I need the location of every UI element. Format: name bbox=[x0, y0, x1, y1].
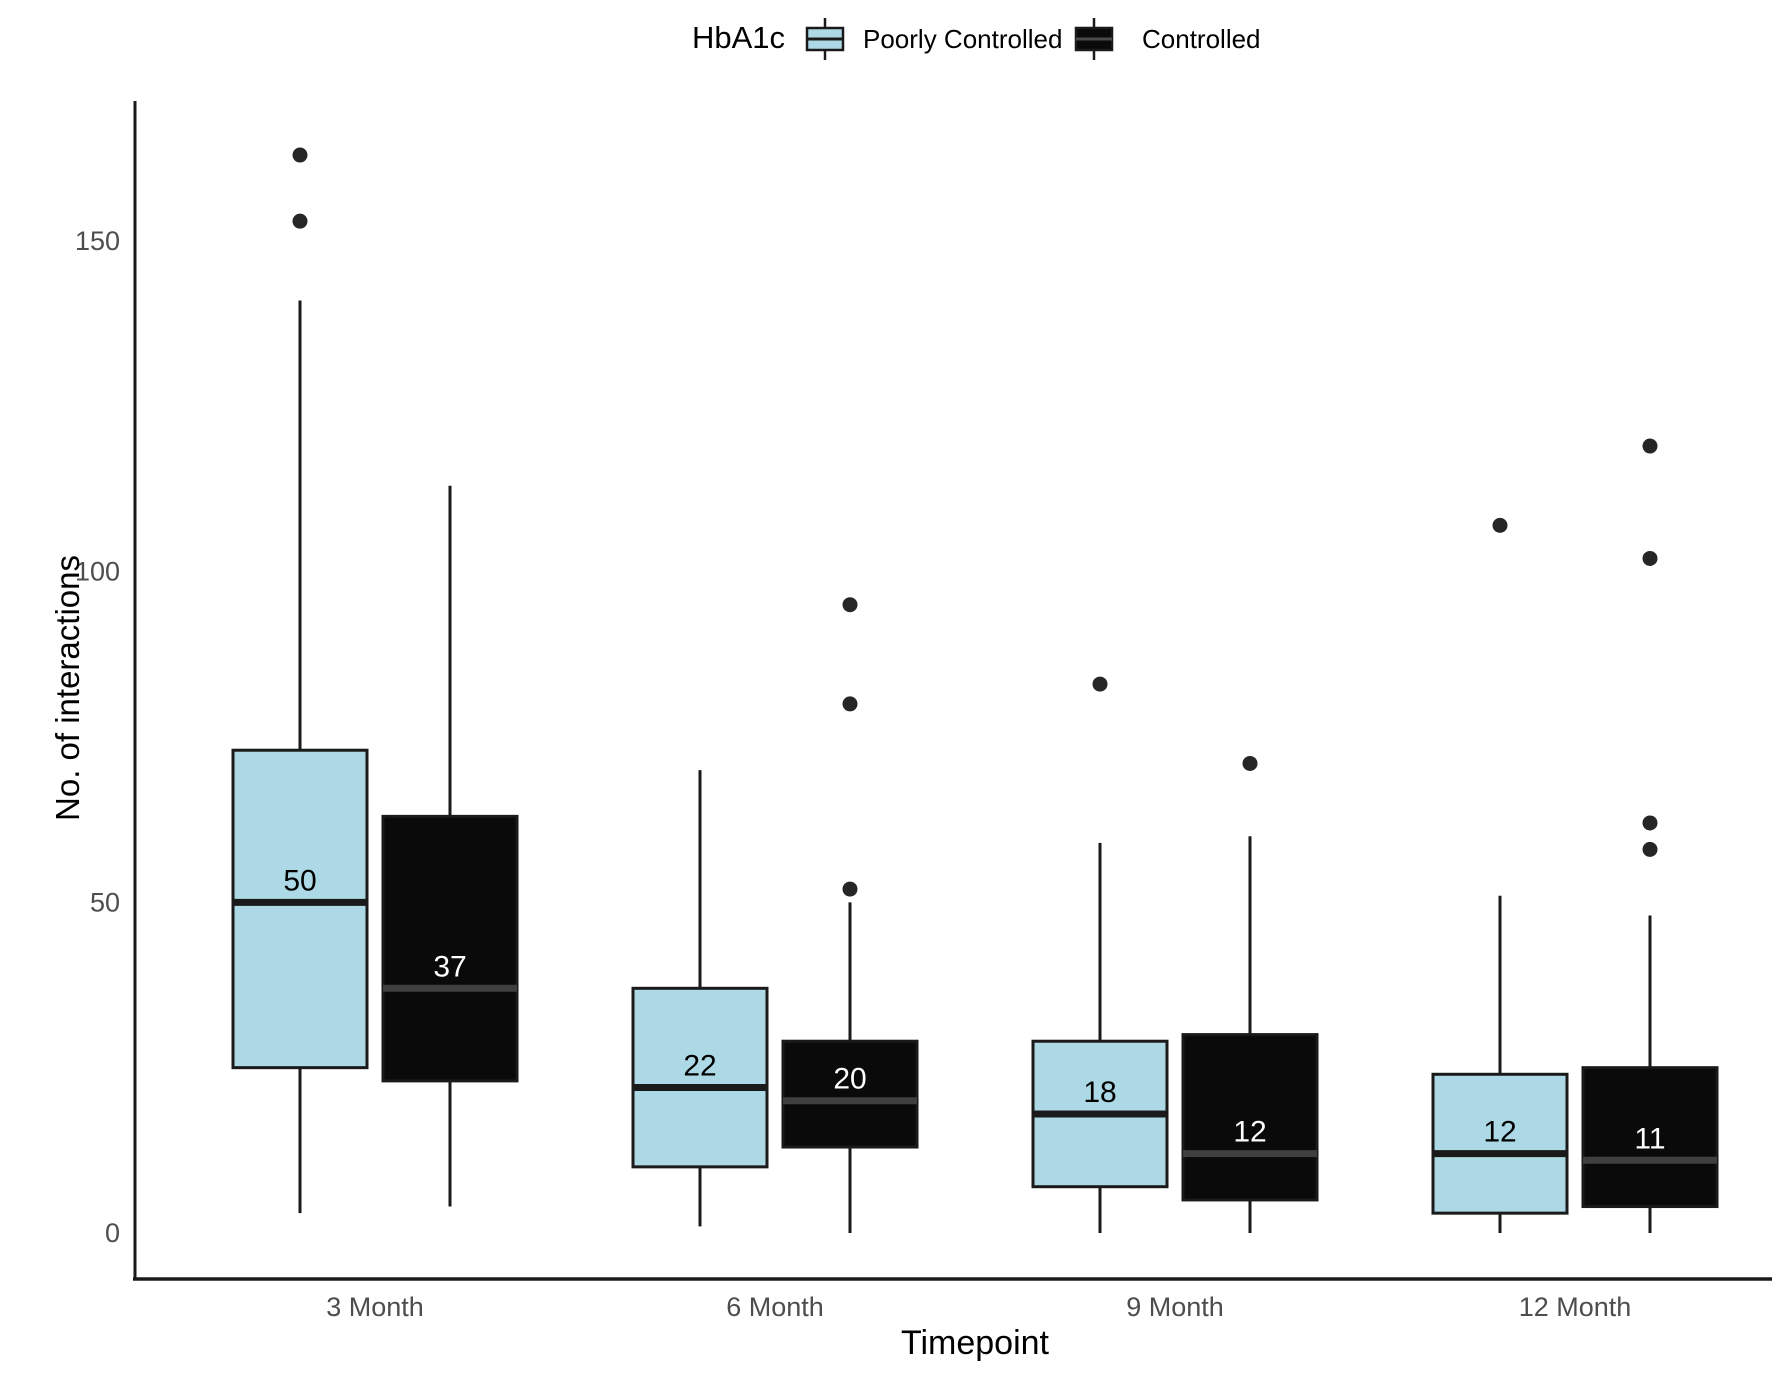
outlier-dot-controlled-9-month-71 bbox=[1242, 755, 1258, 771]
x-tick-label-3-month: 3 Month bbox=[326, 1292, 424, 1322]
legend-title: HbA1c bbox=[692, 20, 786, 55]
outlier-dot-controlled-12-month-119 bbox=[1642, 438, 1658, 454]
outlier-dot-controlled-12-month-58 bbox=[1642, 841, 1658, 857]
outlier-dot-poorly-controlled-9-month-83 bbox=[1092, 676, 1108, 692]
boxplot-figure: HbA1c Poorly Controlled Controlled 0 50 10… bbox=[40, 16, 1772, 1370]
box-controlled-6-month bbox=[781, 1039, 919, 1149]
y-tick-label-150: 150 bbox=[75, 226, 120, 256]
median-label-poorly-controlled-3-month: 50 bbox=[283, 864, 316, 897]
outlier-dot-controlled-6-month-80 bbox=[842, 696, 858, 712]
outlier-dot-poorly-controlled-12-month-107 bbox=[1492, 517, 1508, 533]
median-label-controlled-9-month: 12 bbox=[1233, 1116, 1266, 1149]
x-tick-label-12-month: 12 Month bbox=[1519, 1292, 1632, 1322]
median-label-controlled-12-month: 11 bbox=[1634, 1122, 1665, 1155]
y-tick-label-50: 50 bbox=[90, 887, 120, 917]
median-label-poorly-controlled-12-month: 12 bbox=[1483, 1116, 1516, 1149]
box-controlled-3-month bbox=[381, 814, 519, 1083]
box-poorly-controlled-6-month bbox=[631, 986, 769, 1169]
y-tick-label-100: 100 bbox=[75, 557, 120, 587]
median-label-poorly-controlled-6-month: 22 bbox=[683, 1050, 716, 1083]
outlier-dot-poorly-controlled-3-month-163 bbox=[292, 147, 308, 163]
outlier-dot-controlled-6-month-52 bbox=[842, 881, 858, 897]
legend-key-controlled-icon bbox=[1074, 18, 1114, 60]
median-label-controlled-3-month: 37 bbox=[433, 950, 466, 983]
legend: HbA1c Poorly Controlled Controlled bbox=[40, 16, 1772, 66]
outlier-dot-poorly-controlled-3-month-153 bbox=[292, 213, 308, 229]
x-axis-title: Timepoint bbox=[900, 1324, 1050, 1362]
box-controlled-12-month bbox=[1581, 1066, 1719, 1209]
boxplot-svg: 0 50 100 150 3 Month 6 Month 9 Month 12 Month 50… bbox=[75, 101, 1772, 1322]
outlier-dot-controlled-12-month-62 bbox=[1642, 815, 1658, 831]
box-poorly-controlled-12-month bbox=[1431, 1072, 1569, 1215]
outlier-dot-controlled-6-month-95 bbox=[842, 597, 858, 613]
legend-label-controlled: Controlled bbox=[1142, 24, 1261, 54]
legend-key-poorly-controlled-icon bbox=[805, 18, 845, 60]
box-poorly-controlled-3-month bbox=[231, 748, 369, 1070]
legend-label-poorly-controlled: Poorly Controlled bbox=[863, 24, 1063, 54]
median-label-poorly-controlled-9-month: 18 bbox=[1083, 1076, 1116, 1109]
x-tick-label-9-month: 9 Month bbox=[1126, 1292, 1224, 1322]
y-tick-label-0: 0 bbox=[105, 1218, 120, 1248]
median-label-controlled-6-month: 20 bbox=[833, 1063, 866, 1096]
outlier-dot-controlled-12-month-102 bbox=[1642, 550, 1658, 566]
y-axis-title: No. of interactions bbox=[49, 555, 86, 821]
box-controlled-9-month bbox=[1181, 1033, 1319, 1202]
x-tick-label-6-month: 6 Month bbox=[726, 1292, 824, 1322]
